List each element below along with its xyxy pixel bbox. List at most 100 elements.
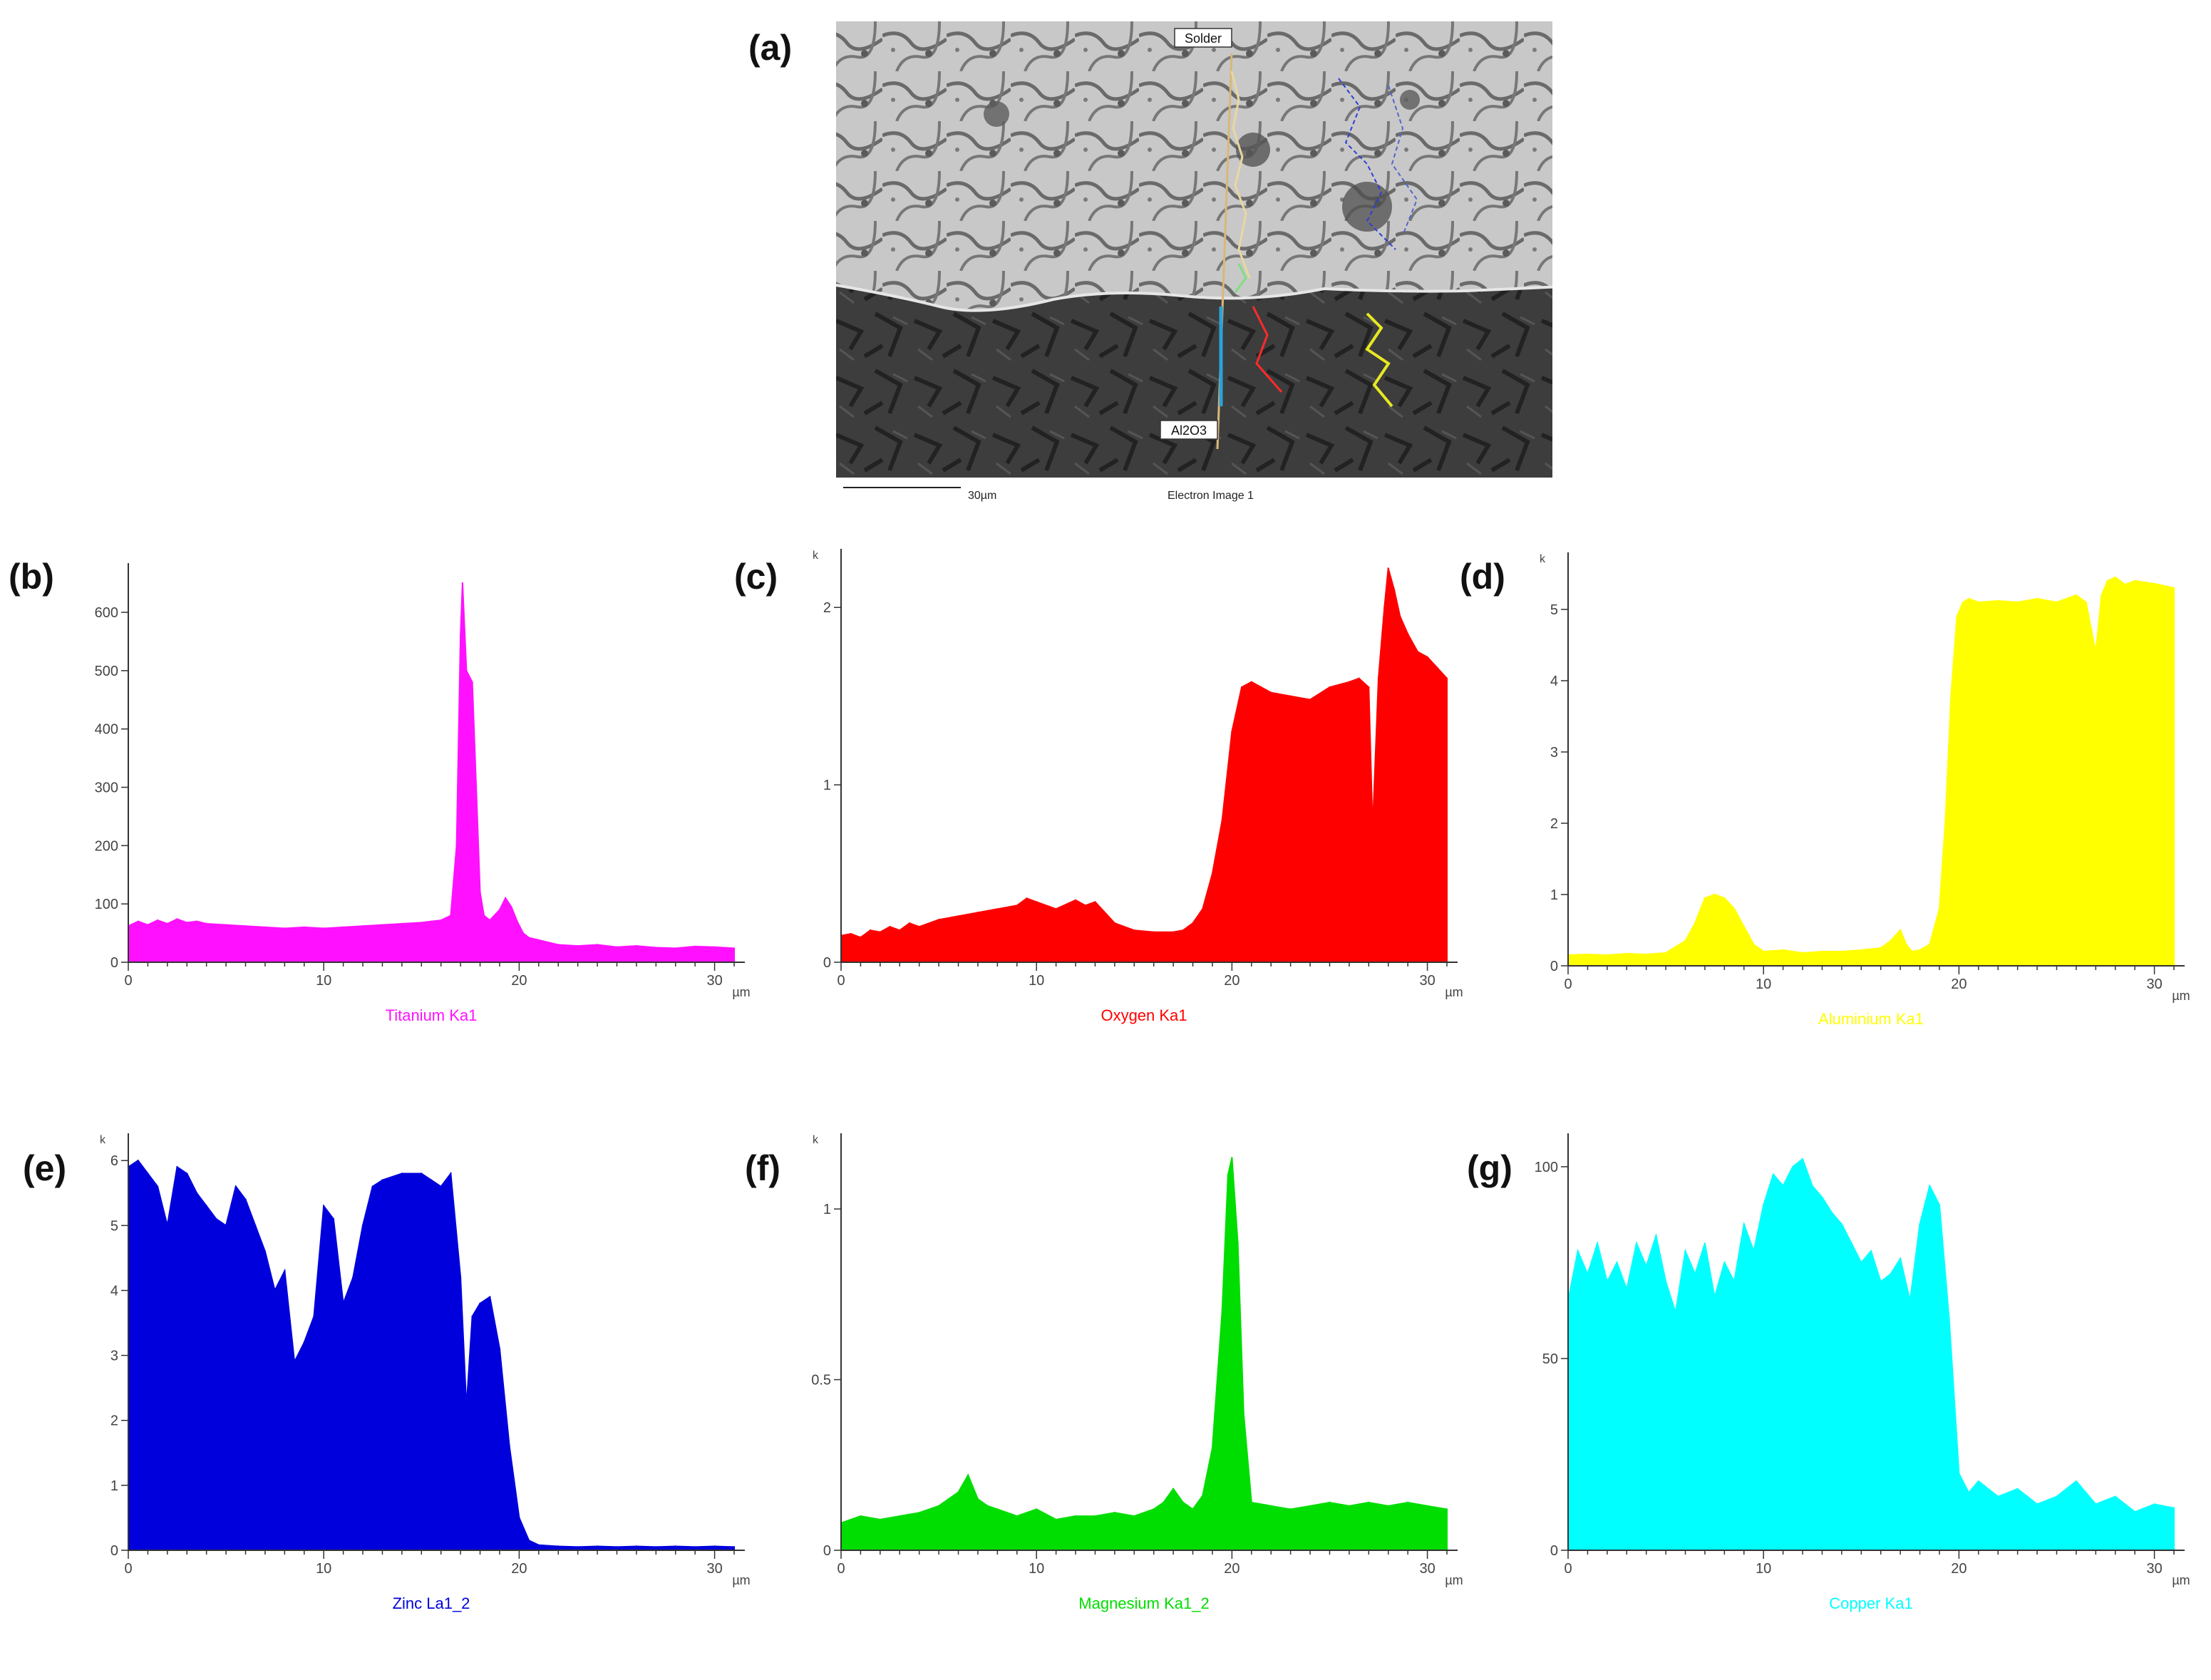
data-point xyxy=(284,927,286,929)
data-point xyxy=(2114,1495,2116,1498)
data-point xyxy=(1368,686,1370,689)
data-point xyxy=(986,1505,989,1507)
data-point xyxy=(1202,908,1204,910)
data-point xyxy=(342,926,344,929)
data-point xyxy=(1221,1310,1223,1312)
y-tick-label: 1 xyxy=(110,1478,118,1494)
data-point xyxy=(1694,1273,1696,1275)
data-point xyxy=(879,1518,881,1521)
data-point xyxy=(1850,1242,1852,1244)
y-tick-label: 0 xyxy=(823,955,831,971)
data-point xyxy=(1094,1515,1096,1517)
data-point xyxy=(1074,899,1077,902)
data-point xyxy=(2134,579,2136,582)
data-point xyxy=(1596,1242,1599,1244)
data-point xyxy=(616,1546,618,1548)
data-point xyxy=(342,1302,344,1304)
data-point xyxy=(1801,1158,1804,1160)
y-tick-label: 0.5 xyxy=(811,1373,831,1388)
data-point xyxy=(1977,1480,1979,1483)
data-point xyxy=(1977,601,1979,604)
data-point xyxy=(1436,666,1438,669)
data-point xyxy=(1084,905,1086,907)
data-point xyxy=(1763,1204,1765,1206)
data-point xyxy=(1016,1515,1018,1517)
data-point xyxy=(1329,686,1331,689)
data-point xyxy=(1890,1273,1892,1275)
data-point xyxy=(205,922,207,925)
data-point xyxy=(1635,1242,1638,1244)
data-point xyxy=(166,922,168,925)
x-tick-label: 30 xyxy=(1419,973,1435,989)
data-point xyxy=(1801,952,1804,954)
y-multiplier: k xyxy=(813,1134,819,1146)
data-point xyxy=(1967,1492,1970,1494)
data-point xyxy=(461,582,464,584)
data-point xyxy=(537,1544,540,1546)
data-point xyxy=(264,1250,267,1252)
data-point xyxy=(860,937,862,939)
data-point xyxy=(557,944,560,946)
data-point xyxy=(156,919,159,922)
panel-label-c: (c) xyxy=(734,557,778,597)
data-point xyxy=(1919,1223,1921,1225)
data-point xyxy=(2153,582,2155,585)
data-point xyxy=(1684,1250,1686,1252)
legend-label: Zinc La1_2 xyxy=(393,1594,470,1612)
data-point xyxy=(244,925,247,927)
data-point xyxy=(1821,950,1823,953)
y-tick-label: 1 xyxy=(823,778,831,793)
data-point xyxy=(1944,822,1947,825)
data-point xyxy=(1383,607,1386,609)
data-point xyxy=(303,926,305,929)
data-point xyxy=(455,845,458,847)
data-point xyxy=(527,1540,530,1542)
y-tick-label: 0 xyxy=(1550,959,1558,974)
data-point xyxy=(2056,1495,2058,1498)
data-point xyxy=(655,1546,657,1548)
data-point xyxy=(918,1512,920,1514)
data-point xyxy=(635,1545,638,1547)
chart-e: 0 10 20 30 µm 0 1 2 3 4 5 6k Zinc La1_2 xyxy=(100,1133,751,1612)
data-point xyxy=(2143,581,2146,584)
data-point xyxy=(1948,1319,1950,1321)
data-point xyxy=(1094,901,1096,903)
data-point xyxy=(1407,1501,1409,1504)
data-point xyxy=(371,1185,373,1187)
data-point xyxy=(489,1296,491,1298)
x-tick-label: 20 xyxy=(511,1561,527,1577)
x-tick-label: 0 xyxy=(1564,1561,1572,1577)
data-point xyxy=(1763,950,1765,953)
data-point xyxy=(430,920,433,922)
y-tick-label: 2 xyxy=(823,600,831,616)
data-area xyxy=(1567,1158,2175,1551)
data-point xyxy=(1133,1515,1135,1517)
data-point xyxy=(1309,1505,1311,1507)
data-point xyxy=(303,1341,305,1344)
y-tick-label: 200 xyxy=(95,838,118,854)
data-point xyxy=(1113,1512,1116,1514)
data-point xyxy=(1860,949,1862,952)
data-point xyxy=(156,1185,159,1187)
data-point xyxy=(1792,1165,1794,1168)
data-point xyxy=(2016,1488,2019,1490)
data-area xyxy=(840,1158,1448,1551)
data-point xyxy=(505,897,507,900)
data-point xyxy=(1036,901,1038,903)
data-point xyxy=(1997,1495,1999,1498)
data-point xyxy=(2075,594,2078,597)
data-point xyxy=(1743,925,1745,928)
data-point xyxy=(293,1361,296,1363)
data-point xyxy=(147,924,149,926)
data-point xyxy=(1733,907,1736,910)
data-point xyxy=(1890,939,1892,942)
y-tick-label: 4 xyxy=(110,1283,118,1299)
data-point xyxy=(850,933,852,935)
x-tick-label: 20 xyxy=(1224,1561,1240,1577)
data-point xyxy=(1368,1501,1370,1504)
data-point xyxy=(1938,907,1941,910)
data-point xyxy=(186,1173,188,1175)
data-point xyxy=(937,1505,940,1507)
x-tick-label: 0 xyxy=(124,973,132,989)
data-point xyxy=(195,1192,198,1194)
